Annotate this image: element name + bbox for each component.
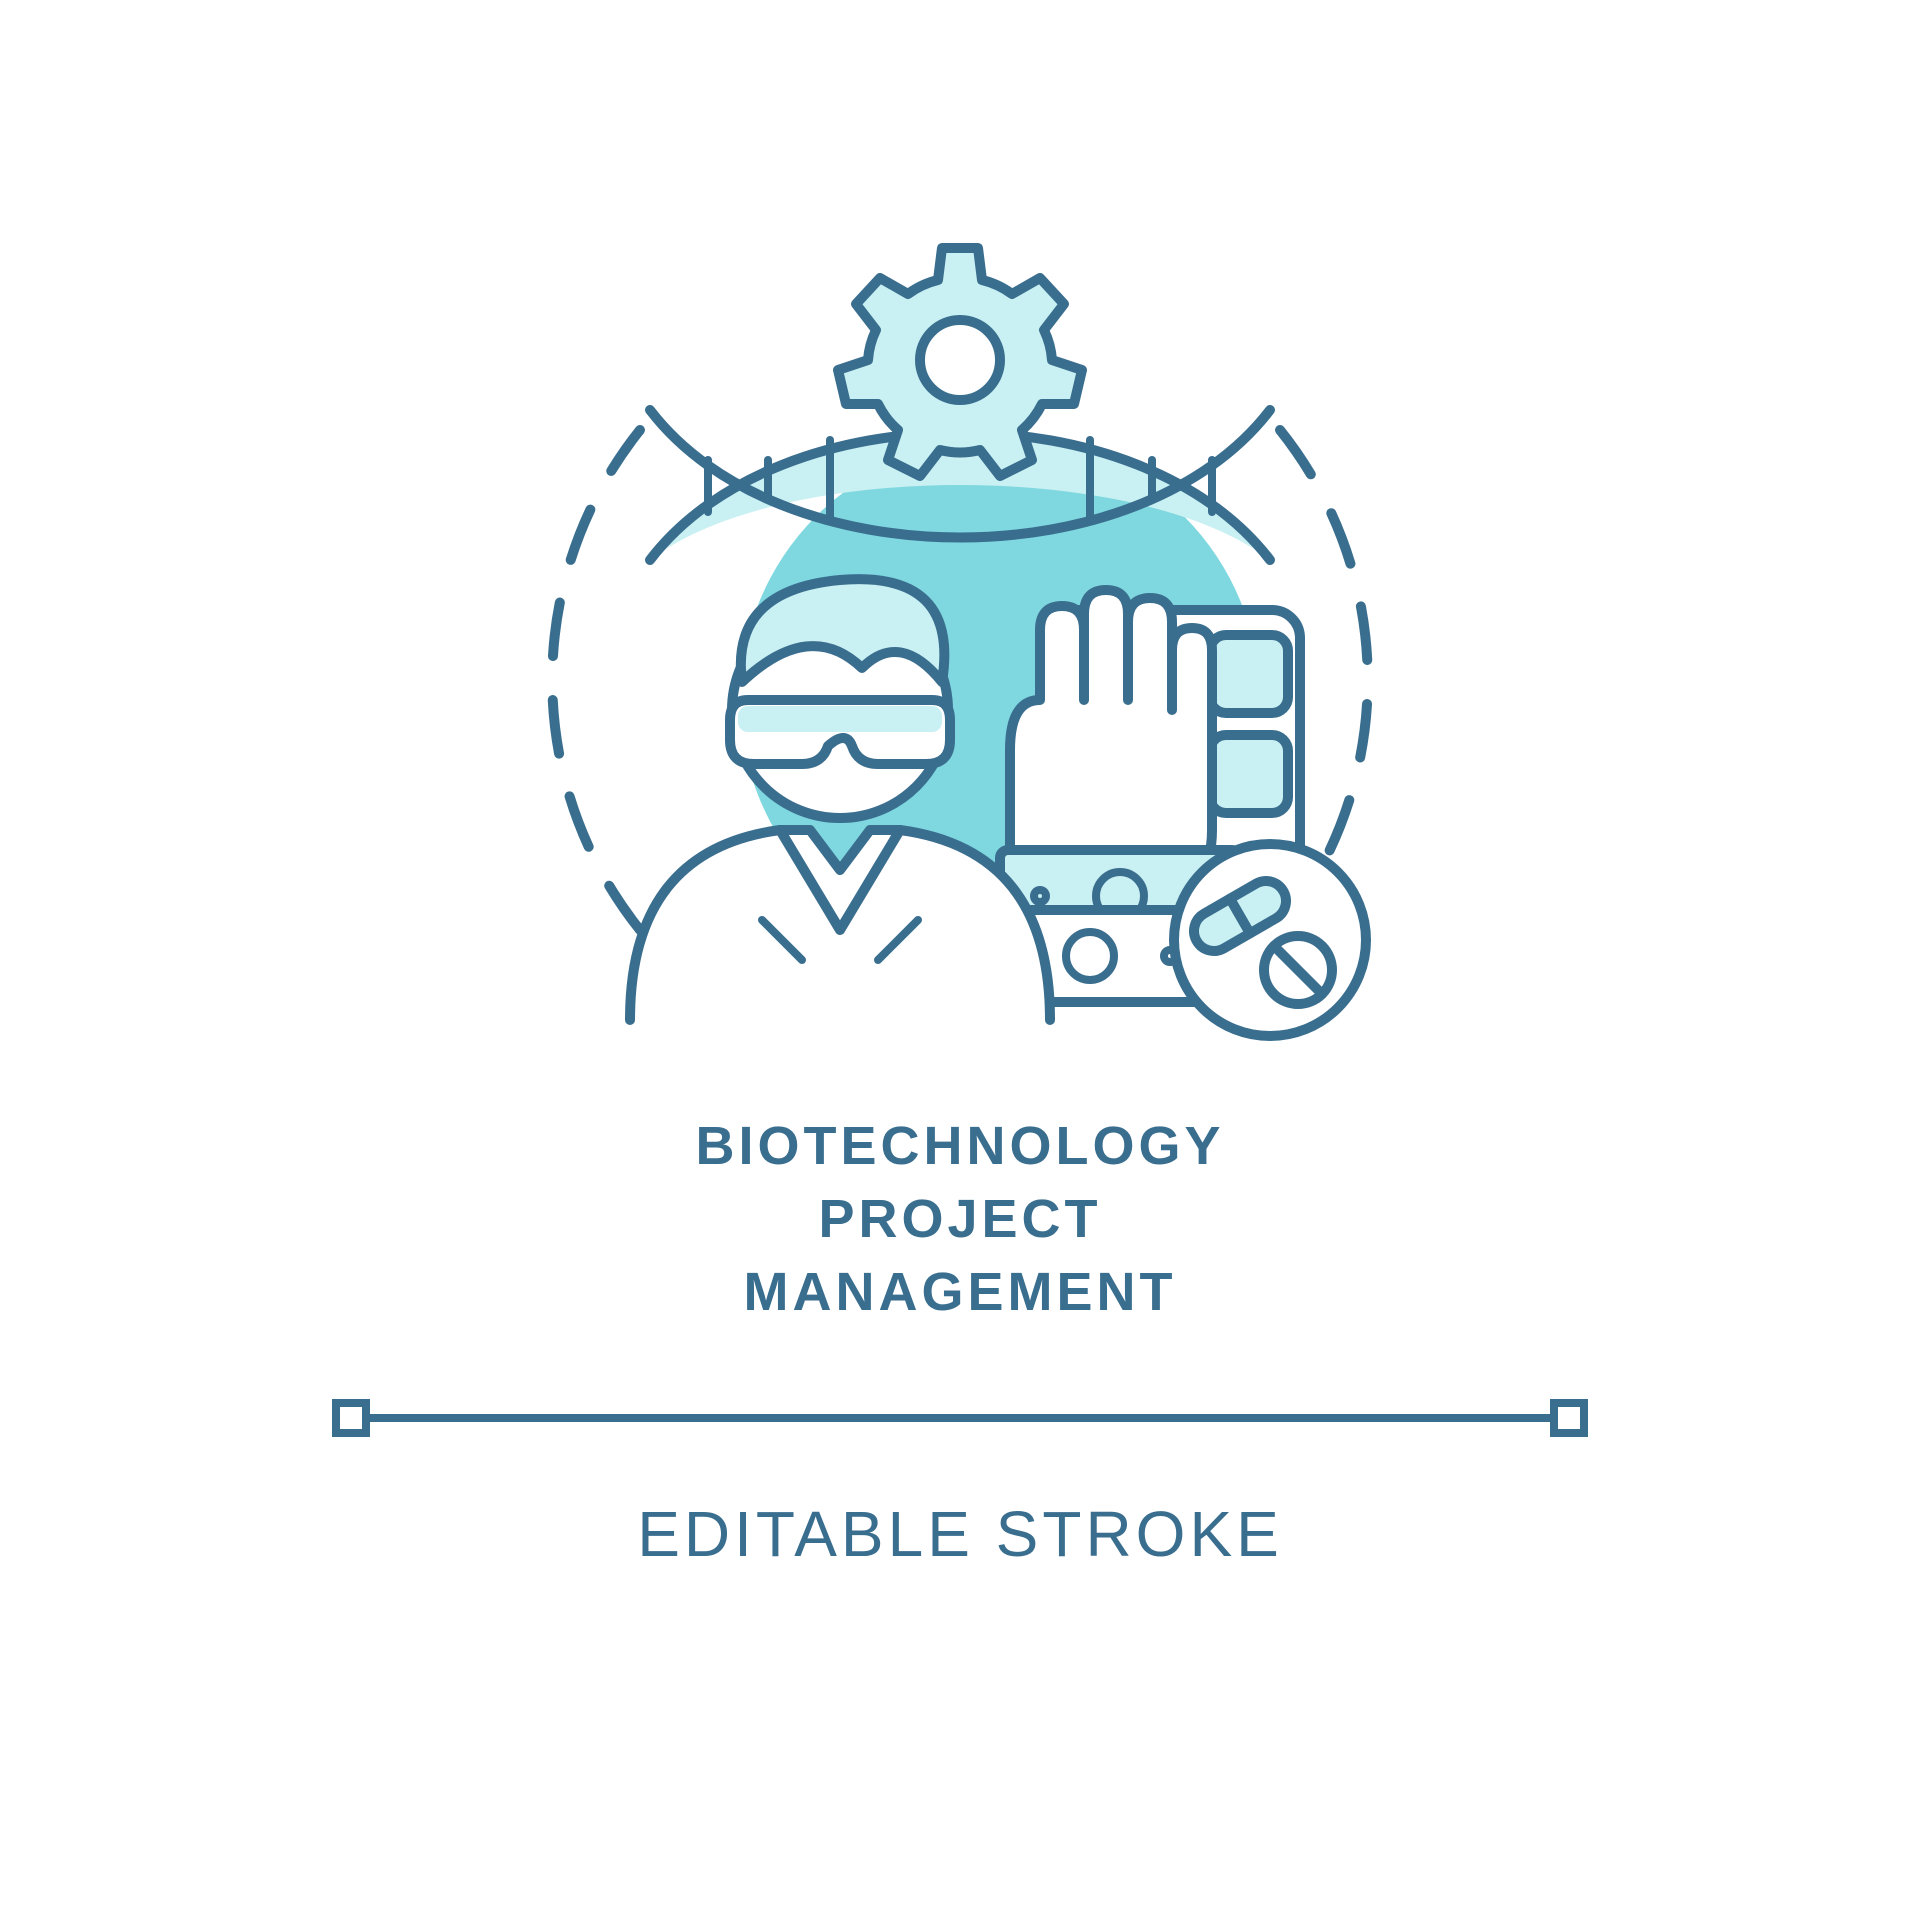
- title-line-2: PROJECT: [695, 1183, 1224, 1256]
- title-line-1: BIOTECHNOLOGY: [695, 1110, 1224, 1183]
- divider-square-right: [1550, 1399, 1588, 1437]
- title-block: BIOTECHNOLOGY PROJECT MANAGEMENT: [695, 1110, 1224, 1329]
- divider-line: [370, 1414, 1550, 1422]
- subtitle: EDITABLE STROKE: [637, 1497, 1283, 1571]
- divider: [332, 1399, 1588, 1437]
- divider-square-left: [332, 1399, 370, 1437]
- concept-illustration: .s { fill:none; stroke:#3a6e8f; stroke-w…: [480, 230, 1440, 1050]
- infographic-card: .s { fill:none; stroke:#3a6e8f; stroke-w…: [0, 0, 1920, 1920]
- title-line-3: MANAGEMENT: [695, 1256, 1224, 1329]
- pills-icon: [1174, 844, 1366, 1036]
